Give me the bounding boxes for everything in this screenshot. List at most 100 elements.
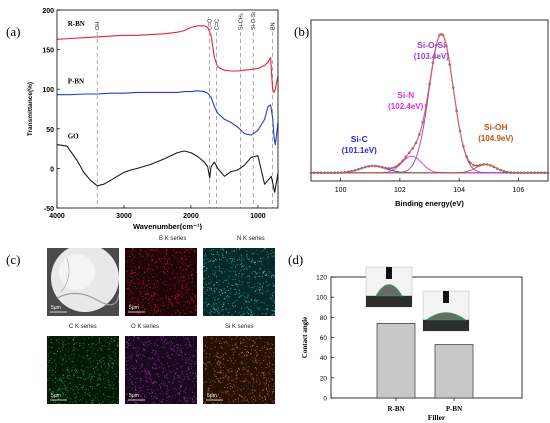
map-pixel <box>221 355 223 357</box>
map-pixel <box>261 251 263 252</box>
map-pixel <box>183 280 185 281</box>
data-point <box>363 165 367 169</box>
map-pixel <box>215 266 217 268</box>
map-pixel <box>203 401 205 403</box>
map-pixel <box>150 379 152 381</box>
map-pixel <box>208 378 210 380</box>
map-pixel <box>147 377 149 379</box>
map-pixel <box>217 360 219 362</box>
map-pixel <box>64 344 66 345</box>
map-pixel <box>258 307 260 309</box>
map-pixel <box>107 336 109 338</box>
map-pixel <box>272 295 274 296</box>
map-pixel <box>48 377 50 379</box>
map-pixel <box>274 388 275 390</box>
map-pixel <box>265 362 267 364</box>
map-pixel <box>112 351 114 353</box>
data-point <box>489 163 492 167</box>
water-droplet <box>425 312 467 321</box>
map-pixel <box>213 263 215 264</box>
map-pixel <box>247 393 249 395</box>
map-pixel <box>177 302 179 304</box>
map-pixel <box>64 339 66 341</box>
map-pixel <box>222 257 224 258</box>
map-pixel <box>259 267 261 269</box>
map-pixel <box>98 375 100 377</box>
map-pixel <box>159 252 161 254</box>
map-pixel <box>234 293 236 295</box>
map-pixel <box>169 278 171 280</box>
map-pixel <box>131 357 132 359</box>
map-pixel <box>253 395 255 397</box>
map-pixel <box>132 304 134 306</box>
map-pixel <box>268 380 270 382</box>
map-pixel <box>210 336 212 338</box>
map-pixel <box>163 384 165 386</box>
map-pixel <box>241 273 242 275</box>
map-pixel <box>223 288 225 290</box>
map-pixel <box>225 392 227 394</box>
map-pixel <box>244 298 246 300</box>
map-pixel <box>147 293 149 295</box>
data-point <box>499 168 502 172</box>
map-pixel <box>177 393 179 395</box>
map-pixel <box>225 391 227 393</box>
map-pixel <box>107 372 109 374</box>
map-pixel <box>100 358 102 360</box>
map-pixel <box>99 402 100 404</box>
map-pixel <box>224 256 226 258</box>
map-pixel <box>203 266 205 268</box>
map-pixel <box>227 286 228 287</box>
map-pixel <box>67 390 69 392</box>
map-pixel <box>99 360 101 362</box>
data-point <box>414 141 418 145</box>
map-pixel <box>213 260 215 261</box>
map-pixel <box>204 301 206 303</box>
map-pixel <box>273 285 275 287</box>
map-pixel <box>90 399 92 401</box>
map-pixel <box>219 291 221 293</box>
map-pixel <box>93 367 94 369</box>
map-pixel <box>131 397 133 399</box>
map-pixel <box>218 312 220 314</box>
map-pixel <box>137 312 139 314</box>
map-pixel <box>138 272 140 274</box>
map-pixel <box>112 400 114 402</box>
data-point <box>346 170 350 174</box>
map-pixel <box>214 392 216 394</box>
map-pixel <box>79 398 81 400</box>
map-pixel <box>86 401 87 403</box>
map-pixel <box>165 374 167 376</box>
map-pixel <box>127 271 128 273</box>
map-pixel <box>192 299 193 300</box>
map-pixel <box>214 290 216 292</box>
map-pixel <box>249 336 251 338</box>
map-pixel <box>90 366 92 368</box>
map-pixel <box>187 377 189 379</box>
map-texture <box>203 248 275 316</box>
map-pixel <box>172 349 174 351</box>
map-texture <box>125 248 197 316</box>
map-pixel <box>183 309 184 311</box>
map-pixel <box>274 302 275 304</box>
map-pixel <box>223 303 225 305</box>
map-pixel <box>128 339 130 341</box>
map-pixel <box>222 314 224 316</box>
map-pixel <box>62 394 64 396</box>
map-pixel <box>153 354 155 356</box>
map-pixel <box>222 347 224 349</box>
map-pixel <box>62 343 64 345</box>
map-pixel <box>109 384 111 386</box>
map-pixel <box>246 400 248 401</box>
map-pixel <box>256 345 258 347</box>
data-point <box>407 151 411 155</box>
map-pixel <box>165 339 167 341</box>
map-pixel <box>178 393 180 395</box>
map-pixel <box>180 384 182 386</box>
map-pixel <box>224 387 226 389</box>
map-pixel <box>262 399 264 401</box>
map-pixel <box>168 396 170 398</box>
map-pixel <box>127 370 129 372</box>
map-pixel <box>85 378 87 380</box>
map-pixel <box>192 274 194 276</box>
